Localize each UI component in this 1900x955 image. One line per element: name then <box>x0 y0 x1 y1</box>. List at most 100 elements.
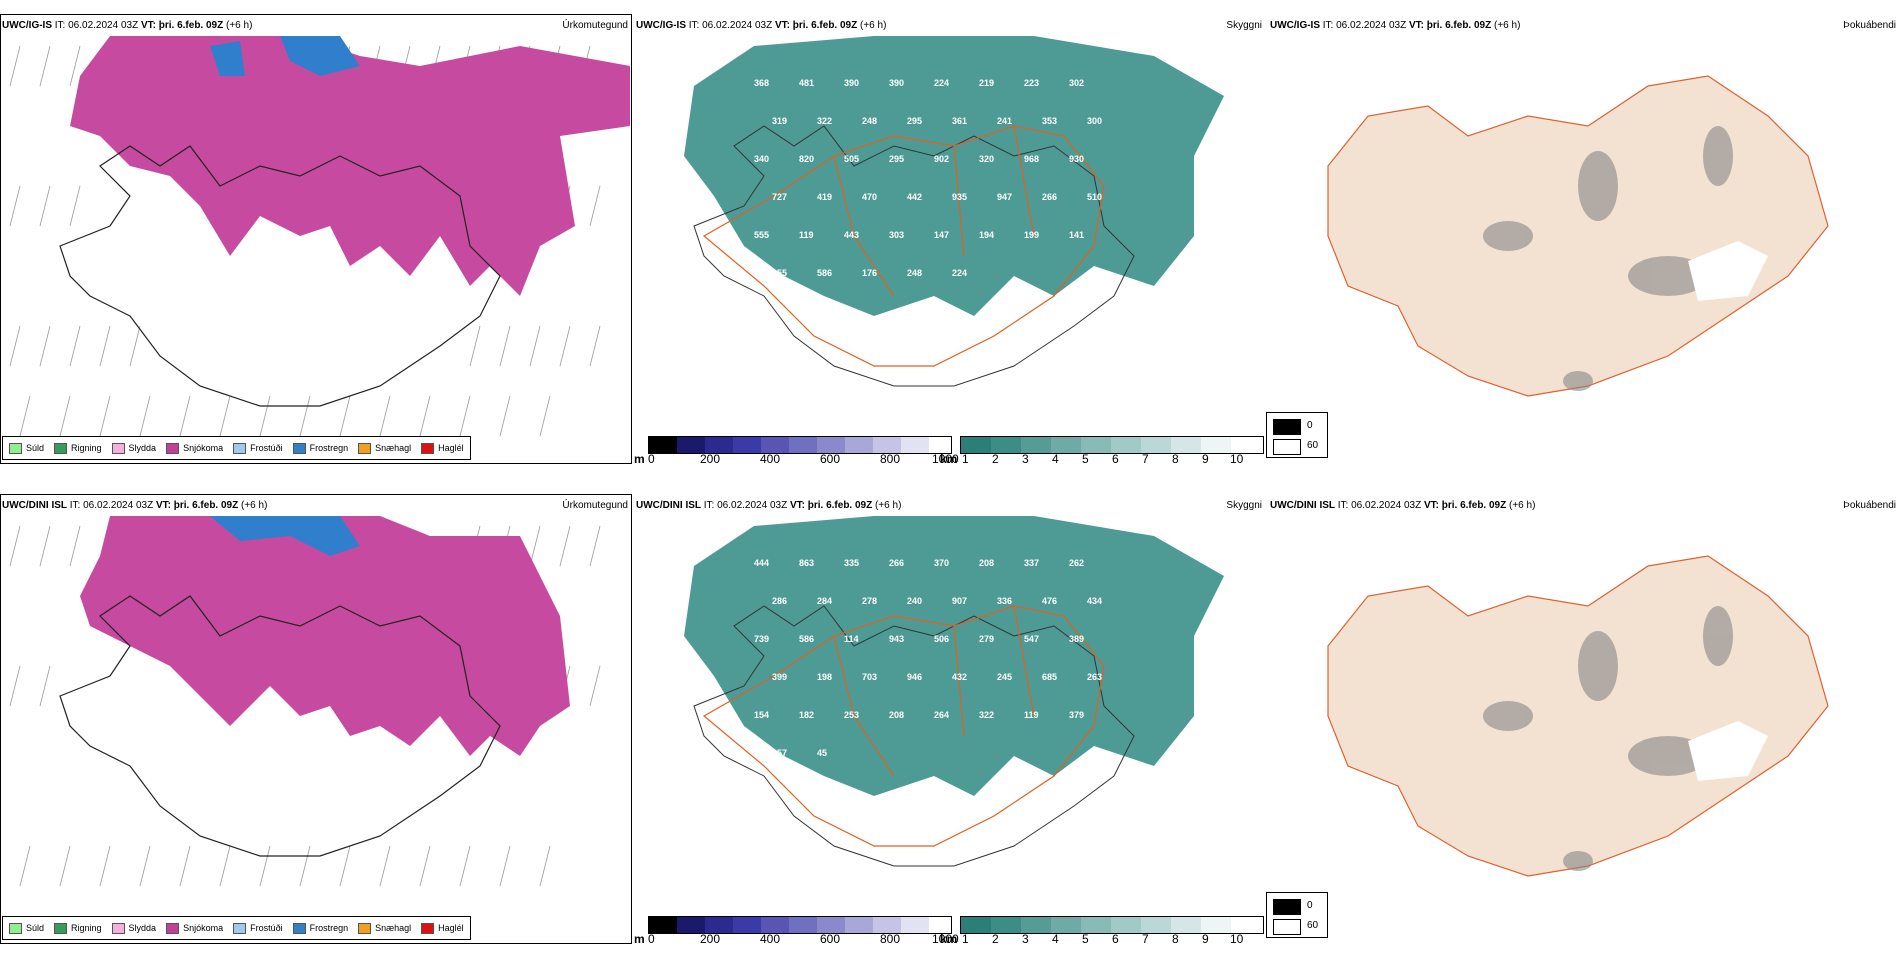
model-name: UWC/DINI ISL <box>2 500 67 511</box>
visibility-value-label: 930 <box>1069 154 1084 164</box>
visibility-value-label: 419 <box>817 192 832 202</box>
init-time: 06.02.2024 03Z <box>702 20 773 31</box>
valid-time: þri. 6.feb. 09Z <box>807 500 873 511</box>
fog-swatch <box>1273 419 1301 435</box>
vis-tick: 10 <box>1230 932 1244 946</box>
legend-label: Haglél <box>438 923 464 933</box>
visibility-value-label: 182 <box>799 710 814 720</box>
vis-tick: 8 <box>1172 452 1179 466</box>
panel-kind: Skyggni <box>1226 500 1262 511</box>
vis-tick: 3 <box>1022 932 1029 946</box>
elevation-colorbar-bottom <box>648 916 952 934</box>
visibility-value-label: 481 <box>799 78 814 88</box>
legend-label: Snæhagl <box>375 923 412 933</box>
visibility-value-label: 820 <box>799 154 814 164</box>
panel-header: UWC/IG-IS IT: 06.02.2024 03Z VT: þri. 6.… <box>636 20 886 31</box>
top-row: UWC/IG-IS IT: 06.02.2024 03Z VT: þri. 6.… <box>0 0 1900 475</box>
bottom-row: UWC/DINI ISL IT: 06.02.2024 03Z VT: þri.… <box>0 480 1900 955</box>
it-label: IT: <box>69 500 81 511</box>
visibility-value-label: 340 <box>754 154 769 164</box>
visibility-value-label: 335 <box>844 558 859 568</box>
visibility-value-label: 241 <box>997 116 1012 126</box>
visibility-value-label: 114 <box>844 634 859 644</box>
value-labels: 368 481 390 390 224 219 223 302 319 322 248 295 361 2… <box>754 78 1102 278</box>
visibility-value-label: 224 <box>952 268 967 278</box>
visibility-value-label: 157 <box>772 748 787 758</box>
legend-item: Snjókoma <box>166 922 223 934</box>
legend-item: Frostúði <box>233 922 283 934</box>
fog-legend-top: 0 60 <box>1266 412 1328 458</box>
legend-swatch <box>358 442 372 454</box>
fog-panel-bottom: UWC/DINI ISL IT: 06.02.2024 03Z VT: þri.… <box>1268 480 1900 955</box>
visibility-value-label: 119 <box>799 230 814 240</box>
visibility-map: 444 863 335 266 370 208 337 262 286 284 278 240 907 3… <box>684 516 1224 867</box>
visibility-value-label: 278 <box>862 596 877 606</box>
visibility-value-label: 194 <box>979 230 994 240</box>
visibility-value-label: 262 <box>1069 558 1084 568</box>
legend-item: Haglél <box>421 442 464 454</box>
visibility-value-label: 443 <box>844 230 859 240</box>
panel-header: UWC/IG-IS IT: 06.02.2024 03Z VT: þri. 6.… <box>2 20 252 31</box>
init-time: 06.02.2024 03Z <box>1336 20 1407 31</box>
legend-label: Súld <box>26 923 45 933</box>
legend-label: Súld <box>26 443 45 453</box>
visibility-value-label: 353 <box>1042 116 1057 126</box>
visibility-value-label: 727 <box>772 192 787 202</box>
vt-label: VT: <box>774 20 790 31</box>
elev-tick: 0 <box>648 932 655 946</box>
visibility-colorbar-bottom <box>960 916 1264 934</box>
visibility-value-label: 368 <box>754 78 769 88</box>
vt-label: VT: <box>140 20 156 31</box>
visibility-value-label: 295 <box>907 116 922 126</box>
vis-tick: 6 <box>1112 932 1119 946</box>
legend-label: Slydda <box>128 443 157 453</box>
coastline <box>59 595 501 857</box>
vis-tick: 3 <box>1022 452 1029 466</box>
visibility-value-label: 506 <box>934 634 949 644</box>
elev-tick: 200 <box>700 452 721 466</box>
visibility-value-label: 208 <box>889 710 904 720</box>
visibility-value-label: 336 <box>997 596 1012 606</box>
visibility-value-label: 295 <box>889 154 904 164</box>
visibility-value-label: 586 <box>799 634 814 644</box>
legend-swatch <box>292 922 306 934</box>
legend-label: Rigning <box>71 443 102 453</box>
visibility-value-label: 505 <box>844 154 859 164</box>
precip-type-panel-top: UWC/IG-IS IT: 06.02.2024 03Z VT: þri. 6.… <box>0 0 632 475</box>
precip-map <box>9 36 630 437</box>
vis-tick: 4 <box>1052 452 1059 466</box>
panel-header: UWC/DINI ISL IT: 06.02.2024 03Z VT: þri.… <box>636 500 901 511</box>
coastline <box>693 125 1135 387</box>
visibility-value-label: 119 <box>1024 710 1039 720</box>
visibility-value-label: 476 <box>1042 596 1057 606</box>
vis-tick: 9 <box>1202 932 1209 946</box>
elev-tick: 400 <box>760 932 781 946</box>
fog-tick: 0 <box>1307 900 1313 911</box>
vis-tick: 7 <box>1142 932 1149 946</box>
fog-swatch <box>1273 899 1301 915</box>
lead-time: (+6 h) <box>226 20 253 31</box>
visibility-value-label: 240 <box>907 596 922 606</box>
coastline <box>693 605 1135 867</box>
lead-time: (+6 h) <box>860 20 887 31</box>
visibility-value-label: 547 <box>1024 634 1039 644</box>
init-time: 06.02.2024 03Z <box>68 20 139 31</box>
visibility-value-label: 199 <box>1024 230 1039 240</box>
visibility-value-label: 555 <box>754 230 769 240</box>
legend-item: Súld <box>9 922 45 934</box>
legend-label: Frostúði <box>250 923 283 933</box>
legend-swatch <box>358 922 372 934</box>
it-label: IT: <box>1337 500 1349 511</box>
visibility-value-label: 685 <box>1042 672 1057 682</box>
legend-item: Rigning <box>54 442 102 454</box>
valid-time: þri. 6.feb. 09Z <box>173 500 239 511</box>
legend-item: Súld <box>9 442 45 454</box>
it-label: IT: <box>1322 20 1334 31</box>
legend-swatch <box>233 922 247 934</box>
valid-time: þri. 6.feb. 09Z <box>792 20 858 31</box>
vt-label: VT: <box>155 500 171 511</box>
visibility-value-label: 399 <box>772 672 787 682</box>
visibility-value-label: 255 <box>772 268 787 278</box>
it-label: IT: <box>688 20 700 31</box>
legend-swatch <box>166 922 180 934</box>
